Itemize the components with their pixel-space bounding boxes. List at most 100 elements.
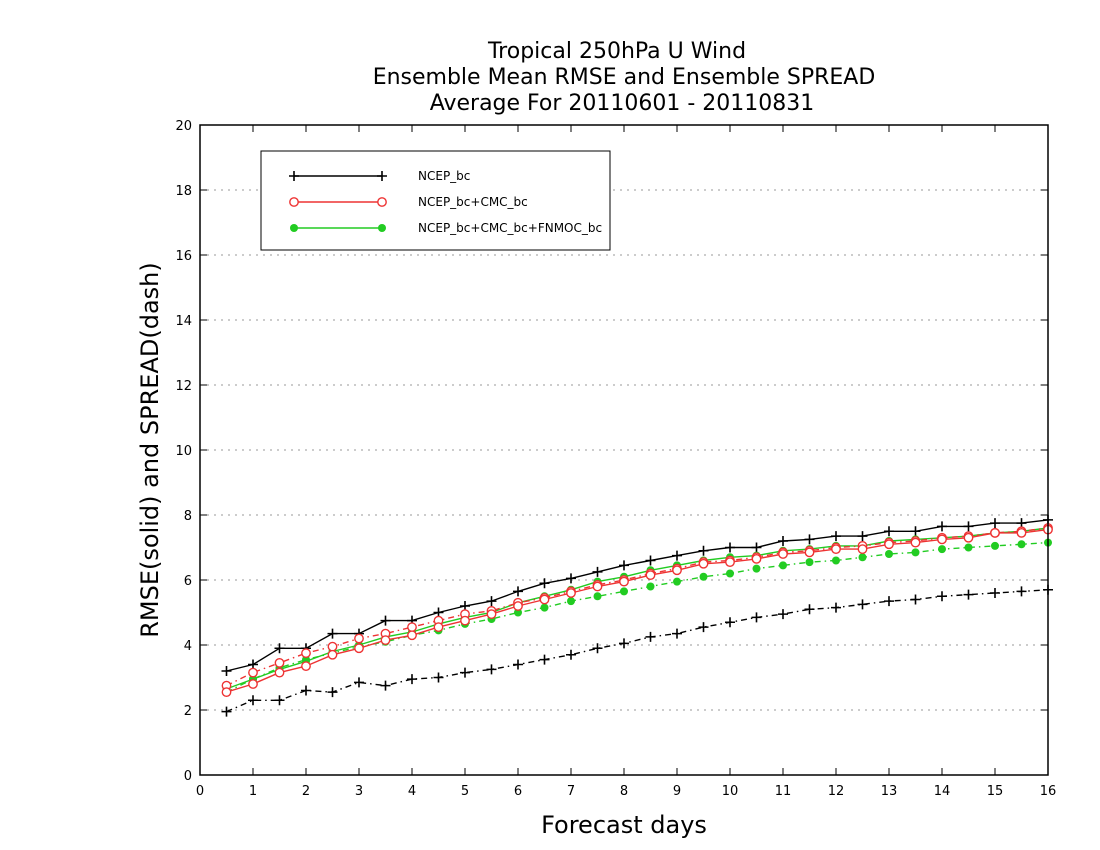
spread-point bbox=[567, 597, 575, 606]
rmse-point bbox=[778, 549, 788, 559]
x-tick-label: 0 bbox=[196, 784, 204, 799]
rmse-point bbox=[910, 526, 921, 537]
y-tick-label: 2 bbox=[184, 704, 192, 719]
spread-point bbox=[274, 695, 285, 706]
spread-point bbox=[698, 622, 709, 633]
rmse-point bbox=[751, 553, 762, 564]
rmse-point bbox=[698, 545, 709, 556]
spread-point bbox=[221, 706, 232, 717]
rmse-point bbox=[884, 539, 894, 550]
rmse-point bbox=[857, 531, 868, 542]
rmse-point bbox=[221, 687, 232, 698]
rmse-point bbox=[831, 544, 841, 555]
spread-point bbox=[248, 695, 258, 706]
spread-point bbox=[672, 628, 682, 639]
spread-point bbox=[725, 617, 735, 628]
rmse-point bbox=[1016, 527, 1027, 538]
rmse-point bbox=[804, 534, 815, 545]
spread-point bbox=[620, 587, 628, 596]
legend-box bbox=[260, 150, 611, 251]
x-tick-label: 9 bbox=[673, 784, 681, 799]
y-tick-label: 16 bbox=[175, 249, 192, 264]
spread-point bbox=[486, 664, 497, 675]
y-tick-label: 6 bbox=[184, 574, 192, 589]
spread-point bbox=[301, 685, 311, 696]
spread-point bbox=[248, 667, 258, 678]
rmse-point bbox=[619, 560, 629, 571]
spread-point bbox=[540, 603, 549, 612]
rmse-point bbox=[725, 557, 735, 568]
chart-title: Tropical 250hPa U Wind Ensemble Mean RMS… bbox=[373, 39, 876, 116]
x-tick-label: 5 bbox=[461, 784, 469, 799]
x-tick-label: 8 bbox=[620, 784, 628, 799]
x-tick-label: 14 bbox=[934, 784, 951, 799]
rmse-point bbox=[963, 521, 974, 532]
spread-point bbox=[301, 648, 311, 659]
y-tick-label: 20 bbox=[175, 119, 192, 134]
spread-point bbox=[407, 622, 417, 633]
rmse-point bbox=[857, 544, 868, 555]
spread-point bbox=[619, 638, 629, 649]
rmse-point bbox=[592, 581, 603, 592]
legend-marker bbox=[289, 171, 299, 181]
spread-point bbox=[805, 558, 814, 567]
spread-point bbox=[858, 553, 867, 562]
legend-marker bbox=[290, 224, 298, 232]
x-tick-label: 1 bbox=[249, 784, 257, 799]
spread-point bbox=[832, 556, 840, 565]
rmse-point bbox=[274, 667, 285, 678]
rmse-point bbox=[884, 526, 894, 537]
rmse-point bbox=[380, 615, 391, 626]
rmse-point bbox=[725, 542, 735, 553]
spread-point bbox=[911, 548, 920, 557]
spread-point bbox=[910, 594, 921, 605]
spread-point bbox=[513, 659, 523, 670]
spread-point bbox=[990, 588, 1000, 598]
rmse-line-1 bbox=[226, 528, 1049, 693]
rmse-line-2 bbox=[226, 527, 1049, 690]
spread-point bbox=[964, 543, 973, 552]
rmse-point bbox=[672, 550, 682, 561]
rmse-point bbox=[910, 537, 921, 548]
rmse-point bbox=[248, 679, 258, 689]
rmse-point bbox=[672, 565, 682, 576]
spread-point bbox=[593, 592, 602, 601]
spread-point bbox=[804, 604, 815, 615]
spread-point bbox=[646, 582, 655, 591]
spread-point bbox=[274, 657, 285, 668]
x-tick-label: 13 bbox=[881, 784, 898, 799]
spread-point bbox=[831, 602, 841, 613]
x-axis-label: Forecast days bbox=[541, 811, 707, 839]
spread-point bbox=[938, 545, 946, 554]
spread-point bbox=[1016, 586, 1027, 597]
spread-point bbox=[433, 672, 444, 683]
spread-point bbox=[566, 649, 576, 660]
rmse-point bbox=[566, 573, 576, 584]
rmse-point bbox=[698, 558, 709, 569]
series-2 bbox=[222, 524, 1052, 697]
rmse-point bbox=[513, 601, 523, 611]
legend-label: NCEP_bc+CMC_bc bbox=[418, 195, 528, 209]
title-line-2: Ensemble Mean RMSE and Ensemble SPREAD bbox=[373, 65, 876, 90]
rmse-point bbox=[407, 630, 417, 641]
x-tick-label: 2 bbox=[302, 784, 310, 799]
series-layer bbox=[221, 514, 1053, 717]
rmse-point bbox=[433, 622, 444, 633]
y-tick-label: 12 bbox=[175, 379, 192, 394]
rmse-point bbox=[566, 588, 576, 598]
y-axis: 0 2 4 6 8 10 12 14 16 18 20 bbox=[175, 119, 1048, 784]
x-axis: 0 1 2 3 4 5 6 7 8 9 10 11 12 13 14 15 16 bbox=[196, 125, 1056, 799]
spread-point bbox=[699, 572, 708, 581]
rmse-point bbox=[778, 536, 788, 546]
rmse-point bbox=[513, 586, 523, 597]
spread-point bbox=[779, 561, 787, 570]
spread-point bbox=[726, 569, 734, 578]
spread-point bbox=[751, 612, 762, 623]
legend-marker bbox=[289, 197, 299, 207]
rmse-point bbox=[990, 518, 1000, 529]
title-line-3: Average For 20110601 - 20110831 bbox=[430, 91, 815, 116]
x-tick-label: 16 bbox=[1040, 784, 1057, 799]
x-tick-label: 12 bbox=[828, 784, 845, 799]
grid bbox=[200, 189, 1048, 711]
x-tick-label: 7 bbox=[567, 784, 575, 799]
